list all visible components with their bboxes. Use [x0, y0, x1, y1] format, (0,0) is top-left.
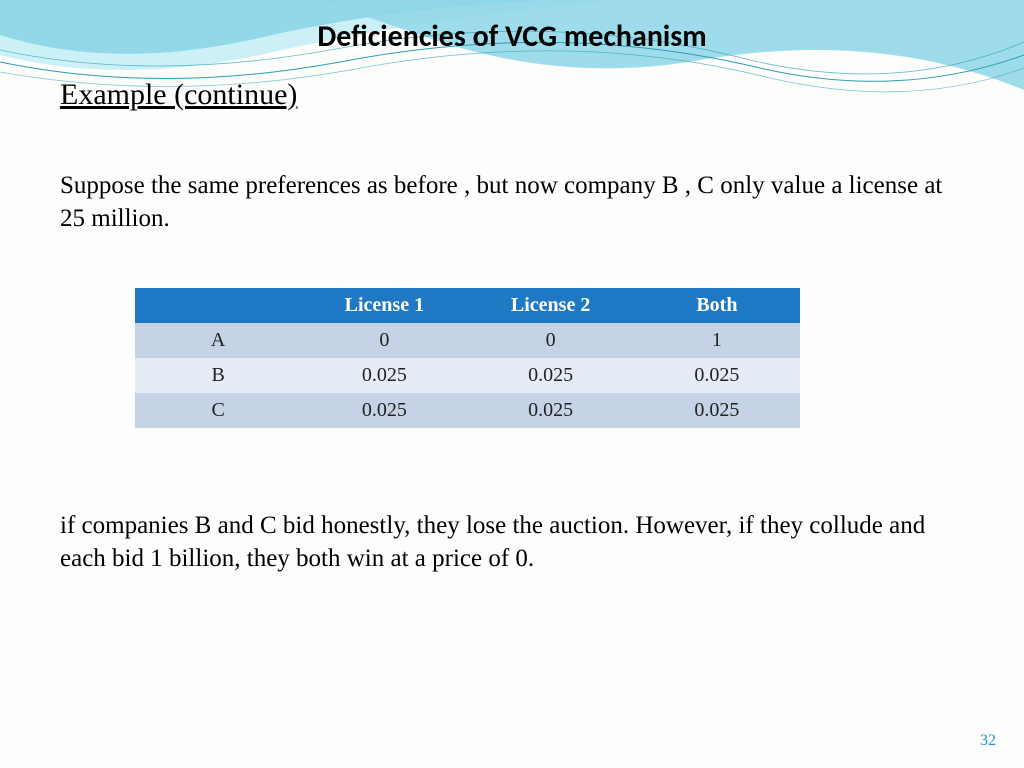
table-row: B 0.025 0.025 0.025 — [135, 358, 800, 393]
table-cell: 0 — [468, 323, 634, 358]
table-header-row: License 1 License 2 Both — [135, 288, 800, 323]
slide-title: Deficiencies of VCG mechanism — [0, 18, 1024, 55]
table-header-cell — [135, 288, 301, 323]
table-cell: 0.025 — [301, 358, 467, 393]
table-header-cell: License 1 — [301, 288, 467, 323]
table-row: C 0.025 0.025 0.025 — [135, 393, 800, 428]
table-cell: 0 — [301, 323, 467, 358]
table-cell: B — [135, 358, 301, 393]
table-cell: 1 — [634, 323, 800, 358]
table-cell: C — [135, 393, 301, 428]
paragraph-2: if companies B and C bid honestly, they … — [60, 510, 970, 575]
table-cell: 0.025 — [468, 393, 634, 428]
slide-subtitle: Example (continue) — [60, 78, 297, 112]
table-cell: 0.025 — [634, 358, 800, 393]
table-header-cell: License 2 — [468, 288, 634, 323]
page-number: 32 — [980, 732, 996, 750]
table-row: A 0 0 1 — [135, 323, 800, 358]
table-cell: 0.025 — [301, 393, 467, 428]
table-cell: A — [135, 323, 301, 358]
license-table: License 1 License 2 Both A 0 0 1 B 0.025… — [135, 288, 800, 428]
table-cell: 0.025 — [634, 393, 800, 428]
paragraph-1: Suppose the same preferences as before ,… — [60, 170, 960, 235]
table-header-cell: Both — [634, 288, 800, 323]
table-cell: 0.025 — [468, 358, 634, 393]
